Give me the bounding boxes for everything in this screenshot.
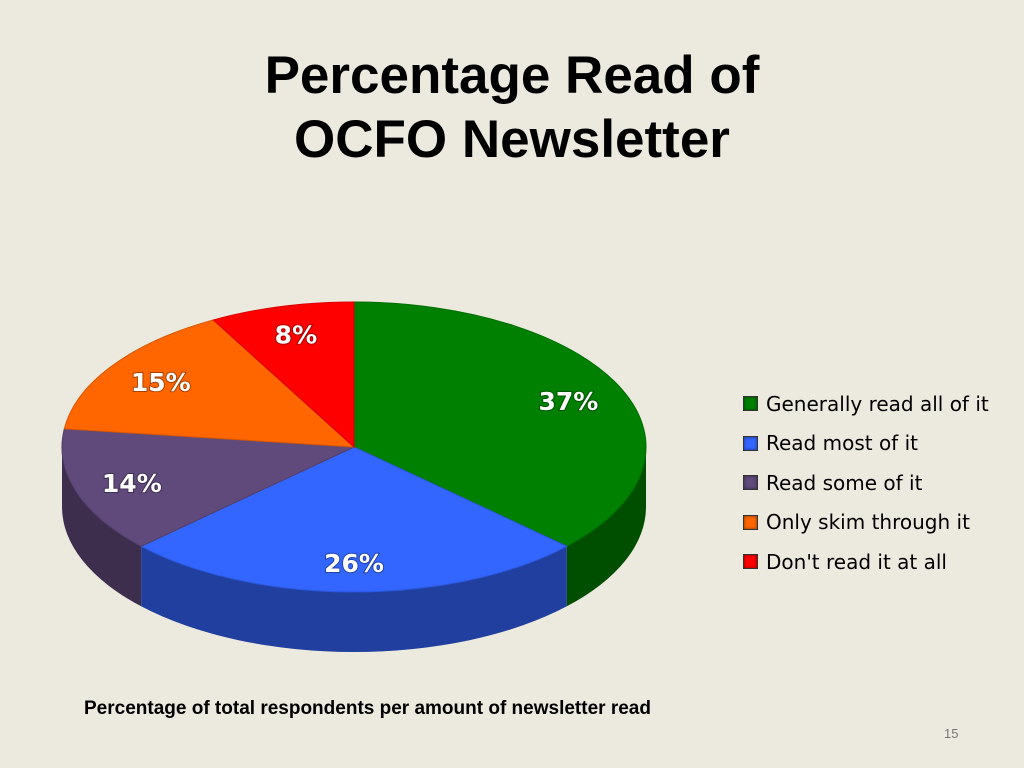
chart-legend: Generally read all of it Read most of it R… <box>743 384 989 582</box>
slice-label-1: 26% <box>324 549 384 578</box>
slice-label-4: 8% <box>275 321 317 350</box>
legend-item: Read most of it <box>743 424 989 464</box>
legend-item: Only skim through it <box>743 503 989 543</box>
slice-label-2: 14% <box>102 469 162 498</box>
legend-label: Read some of it <box>766 470 923 495</box>
legend-item: Generally read all of it <box>743 384 989 424</box>
legend-swatch <box>743 554 758 570</box>
title-line-2: OCFO Newsletter <box>294 110 730 169</box>
slide-title: Percentage Read of OCFO Newsletter <box>0 44 1024 172</box>
slice-label-0: 37% <box>538 387 598 416</box>
pie-side-2 <box>62 447 142 607</box>
pie-slice-2 <box>61 428 355 547</box>
legend-swatch <box>743 396 758 412</box>
pie-slice-1 <box>140 446 568 593</box>
legend-swatch <box>743 514 758 530</box>
page-number: 15 <box>944 726 959 741</box>
legend-label: Only skim through it <box>766 510 970 535</box>
legend-item: Don't read it at all <box>743 542 989 582</box>
pie-slices <box>61 301 647 593</box>
pie-slice-0 <box>353 301 647 547</box>
legend-swatch <box>743 475 758 491</box>
pie-side-1 <box>141 546 567 652</box>
legend-label: Don't read it at all <box>766 549 947 574</box>
title-line-1: Percentage Read of <box>264 46 760 105</box>
legend-item: Read some of it <box>743 463 989 503</box>
pie-side-0 <box>566 447 646 607</box>
legend-swatch <box>743 435 758 451</box>
legend-label: Read most of it <box>766 431 918 456</box>
pie-side-walls <box>62 447 646 652</box>
pie-slice-4 <box>212 301 355 449</box>
slice-labels: 37% 26% 14% 15% 8% <box>101 320 599 579</box>
chart-caption: Percentage of total respondents per amou… <box>84 698 651 719</box>
pie-slice-3 <box>63 319 356 448</box>
legend-label: Generally read all of it <box>766 391 989 416</box>
slice-label-3: 15% <box>131 368 191 397</box>
